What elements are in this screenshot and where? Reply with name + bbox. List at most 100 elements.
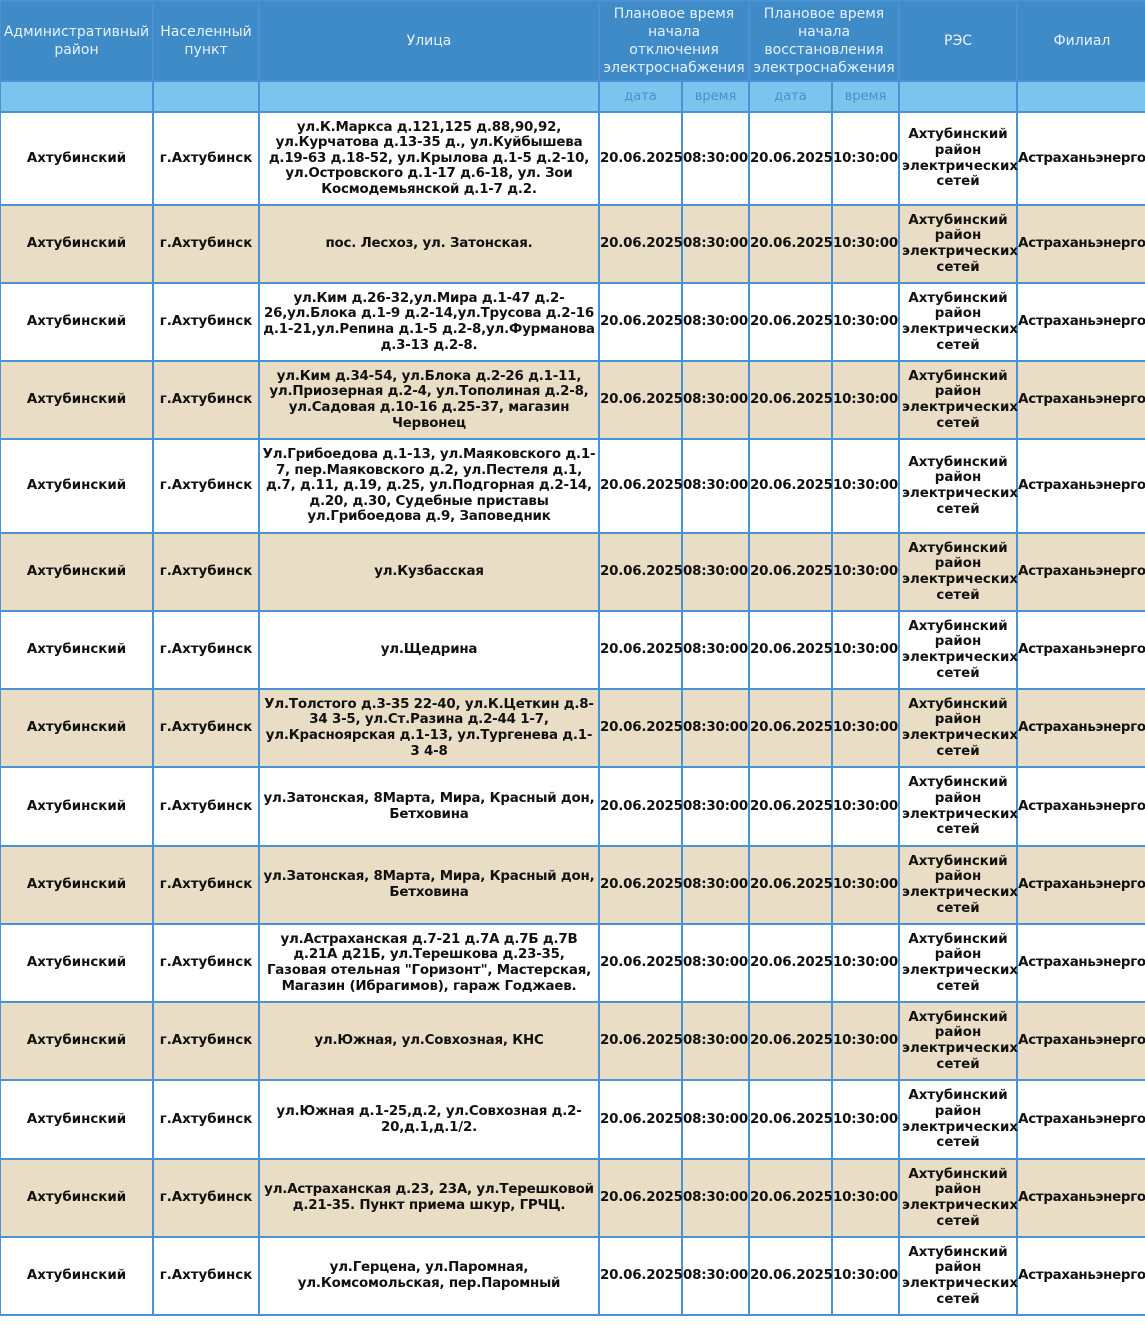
off-time-cell: 08:30:00 (681, 923, 750, 1003)
street-cell: Ул.Толстого д.3-35 22-40, ул.К.Цеткин д.… (258, 688, 600, 768)
branch-cell: Астраханьэнерго (1016, 1236, 1145, 1316)
on-date-cell: 20.06.2025 (748, 1079, 833, 1160)
district-cell: Ахтубинский (0, 1236, 154, 1316)
on-time-cell: 10:30:00 (831, 1001, 900, 1081)
table-row: Ахтубинский г.Ахтубинск ул.Астраханская д.… (0, 1158, 1145, 1238)
table-row: Ахтубинский г.Ахтубинск ул.Ким д.26-32,ул.… (0, 282, 1145, 362)
street-cell: ул.Кузбасская (258, 532, 600, 612)
off-time-cell: 08:30:00 (681, 766, 750, 847)
branch-cell: Астраханьэнерго (1016, 610, 1145, 690)
res-cell: Ахтубинский район электрических сетей (898, 204, 1018, 284)
off-time-cell: 08:30:00 (681, 1079, 750, 1160)
settlement-cell: г.Ахтубинск (152, 111, 260, 206)
res-cell: Ахтубинский район электрических сетей (898, 111, 1018, 206)
off-time-cell: 08:30:00 (681, 1236, 750, 1316)
off-date-cell: 20.06.2025 (598, 1158, 683, 1238)
res-cell: Ахтубинский район электрических сетей (898, 438, 1018, 534)
off-time-cell: 08:30:00 (681, 282, 750, 362)
street-cell: ул.Затонская, 8Марта, Мира, Красный дон,… (258, 845, 600, 925)
off-date-cell: 20.06.2025 (598, 532, 683, 612)
on-date-cell: 20.06.2025 (748, 282, 833, 362)
table-row: Ахтубинский г.Ахтубинск ул.Кузбасская 20.06… (0, 532, 1145, 612)
table-row: Ахтубинский г.Ахтубинск ул.Герцена, ул.Пар… (0, 1236, 1145, 1316)
settlement-cell: г.Ахтубинск (152, 923, 260, 1003)
on-time-cell: 10:30:00 (831, 1236, 900, 1316)
on-date-cell: 20.06.2025 (748, 111, 833, 206)
on-date-cell: 20.06.2025 (748, 1236, 833, 1316)
branch-cell: Астраханьэнерго (1016, 360, 1145, 440)
on-date-cell: 20.06.2025 (748, 923, 833, 1003)
subheader-row: дата время дата время (0, 80, 1145, 113)
district-cell: Ахтубинский (0, 1158, 154, 1238)
res-cell: Ахтубинский район электрических сетей (898, 610, 1018, 690)
street-cell: ул.Ким д.34-54, ул.Блока д.2-26 д.1-11, … (258, 360, 600, 440)
off-date-cell: 20.06.2025 (598, 1236, 683, 1316)
subheader-off-time: время (681, 80, 750, 113)
table-row: Ахтубинский г.Ахтубинск ул.Южная, ул.Совхо… (0, 1001, 1145, 1081)
on-time-cell: 10:30:00 (831, 1079, 900, 1160)
off-date-cell: 20.06.2025 (598, 766, 683, 847)
col-district: Административный район (0, 0, 154, 82)
off-time-cell: 08:30:00 (681, 438, 750, 534)
table-row: Ахтубинский г.Ахтубинск ул.К.Маркса д.121,… (0, 111, 1145, 206)
district-cell: Ахтубинский (0, 282, 154, 362)
settlement-cell: г.Ахтубинск (152, 1236, 260, 1316)
street-cell: ул.К.Маркса д.121,125 д.88,90,92, ул.Кур… (258, 111, 600, 206)
col-off-start: Плановое время начала отключения электро… (598, 0, 750, 82)
branch-cell: Астраханьэнерго (1016, 438, 1145, 534)
street-cell: ул.Ким д.26-32,ул.Мира д.1-47 д.2-26,ул.… (258, 282, 600, 362)
branch-cell: Астраханьэнерго (1016, 204, 1145, 284)
district-cell: Ахтубинский (0, 1001, 154, 1081)
table-row: Ахтубинский г.Ахтубинск ул.Ким д.34-54, ул… (0, 360, 1145, 440)
off-time-cell: 08:30:00 (681, 111, 750, 206)
outage-schedule-table: Административный район Населенный пункт … (0, 0, 1145, 1316)
on-time-cell: 10:30:00 (831, 438, 900, 534)
settlement-cell: г.Ахтубинск (152, 688, 260, 768)
on-time-cell: 10:30:00 (831, 845, 900, 925)
on-time-cell: 10:30:00 (831, 111, 900, 206)
on-date-cell: 20.06.2025 (748, 688, 833, 768)
on-time-cell: 10:30:00 (831, 282, 900, 362)
table-row: Ахтубинский г.Ахтубинск ул.Южная д.1-25,д.… (0, 1079, 1145, 1160)
off-date-cell: 20.06.2025 (598, 1001, 683, 1081)
settlement-cell: г.Ахтубинск (152, 610, 260, 690)
col-res: РЭС (898, 0, 1018, 82)
table-row: Ахтубинский г.Ахтубинск ул.Щедрина 20.06.20… (0, 610, 1145, 690)
on-date-cell: 20.06.2025 (748, 204, 833, 284)
off-date-cell: 20.06.2025 (598, 610, 683, 690)
on-time-cell: 10:30:00 (831, 923, 900, 1003)
col-street: Улица (258, 0, 600, 82)
on-time-cell: 10:30:00 (831, 610, 900, 690)
off-time-cell: 08:30:00 (681, 845, 750, 925)
off-date-cell: 20.06.2025 (598, 438, 683, 534)
off-time-cell: 08:30:00 (681, 360, 750, 440)
off-date-cell: 20.06.2025 (598, 845, 683, 925)
branch-cell: Астраханьэнерго (1016, 282, 1145, 362)
subheader-empty (1016, 80, 1145, 113)
table-row: Ахтубинский г.Ахтубинск ул.Затонская, 8Мар… (0, 766, 1145, 847)
district-cell: Ахтубинский (0, 766, 154, 847)
table-row: Ахтубинский г.Ахтубинск ул.Затонская, 8Мар… (0, 845, 1145, 925)
res-cell: Ахтубинский район электрических сетей (898, 923, 1018, 1003)
off-date-cell: 20.06.2025 (598, 688, 683, 768)
subheader-on-date: дата (748, 80, 833, 113)
street-cell: ул.Астраханская д.7-21 д.7А д.7Б д.7В д.… (258, 923, 600, 1003)
off-date-cell: 20.06.2025 (598, 1079, 683, 1160)
subheader-empty (152, 80, 260, 113)
district-cell: Ахтубинский (0, 438, 154, 534)
street-cell: ул.Южная, ул.Совхозная, КНС (258, 1001, 600, 1081)
district-cell: Ахтубинский (0, 923, 154, 1003)
res-cell: Ахтубинский район электрических сетей (898, 360, 1018, 440)
off-time-cell: 08:30:00 (681, 1001, 750, 1081)
branch-cell: Астраханьэнерго (1016, 111, 1145, 206)
off-date-cell: 20.06.2025 (598, 360, 683, 440)
res-cell: Ахтубинский район электрических сетей (898, 766, 1018, 847)
off-time-cell: 08:30:00 (681, 204, 750, 284)
branch-cell: Астраханьэнерго (1016, 1079, 1145, 1160)
off-time-cell: 08:30:00 (681, 688, 750, 768)
table-row: Ахтубинский г.Ахтубинск пос. Лесхоз, ул. З… (0, 204, 1145, 284)
branch-cell: Астраханьэнерго (1016, 1158, 1145, 1238)
on-date-cell: 20.06.2025 (748, 438, 833, 534)
on-date-cell: 20.06.2025 (748, 360, 833, 440)
on-date-cell: 20.06.2025 (748, 1001, 833, 1081)
